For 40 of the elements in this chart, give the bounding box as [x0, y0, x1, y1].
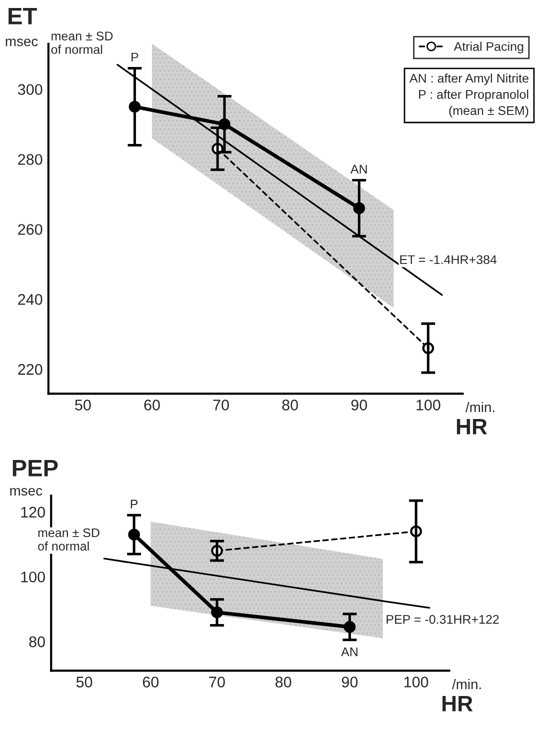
x-tick-label: 60: [144, 400, 160, 410]
chart-title: PEP: [12, 460, 58, 476]
y-tick-label: 240: [18, 294, 42, 305]
x-tick-label: 70: [213, 400, 229, 410]
y-tick-label: 120: [21, 506, 45, 518]
text: /min.: [452, 679, 481, 690]
y-tick-label: 80: [29, 636, 45, 648]
x-axis-title: HR: [456, 418, 488, 434]
y-tick-label: 100: [21, 572, 45, 582]
y-axis-title: msec: [6, 38, 38, 46]
chart-title: ET: [8, 8, 37, 24]
y-tick-label: 280: [18, 154, 42, 165]
y-axis-title: msec: [10, 488, 42, 496]
x-axis-title: HR: [442, 696, 473, 712]
annotation: AN : after Amyl Nitrite: [410, 73, 528, 86]
annotation: P: [132, 52, 138, 62]
x-tick-label: 80: [282, 400, 298, 410]
x-tick-label: 60: [142, 676, 159, 688]
x-tick-label: 80: [276, 676, 292, 688]
x-tick-label: 70: [209, 676, 225, 688]
annotation: AN: [350, 164, 367, 174]
annotation: P : after Propranolol: [419, 90, 528, 102]
text: /min.: [465, 402, 494, 412]
annotation: AN: [341, 648, 358, 656]
y-tick-label: 220: [18, 364, 42, 375]
annotation: ET = -1.4HR+384: [400, 255, 497, 264]
y-tick-label: 300: [18, 84, 42, 95]
x-tick-label: 50: [76, 676, 92, 688]
annotation: (mean ± SEM): [449, 106, 528, 118]
annotation: PEP = -0.31HR+122: [386, 614, 499, 624]
x-tick-label: 100: [416, 400, 440, 410]
legend-label: Atrial Pacing: [454, 42, 524, 54]
y-tick-label: 260: [18, 224, 42, 235]
annotation: mean ± SD of normal: [38, 528, 100, 551]
x-tick-label: 100: [404, 676, 428, 688]
x-tick-label: 90: [342, 676, 358, 688]
x-tick-label: 90: [351, 400, 368, 410]
annotation: P: [130, 500, 138, 508]
annotation: mean ± SD of normal: [51, 32, 113, 54]
x-tick-label: 50: [75, 400, 91, 410]
